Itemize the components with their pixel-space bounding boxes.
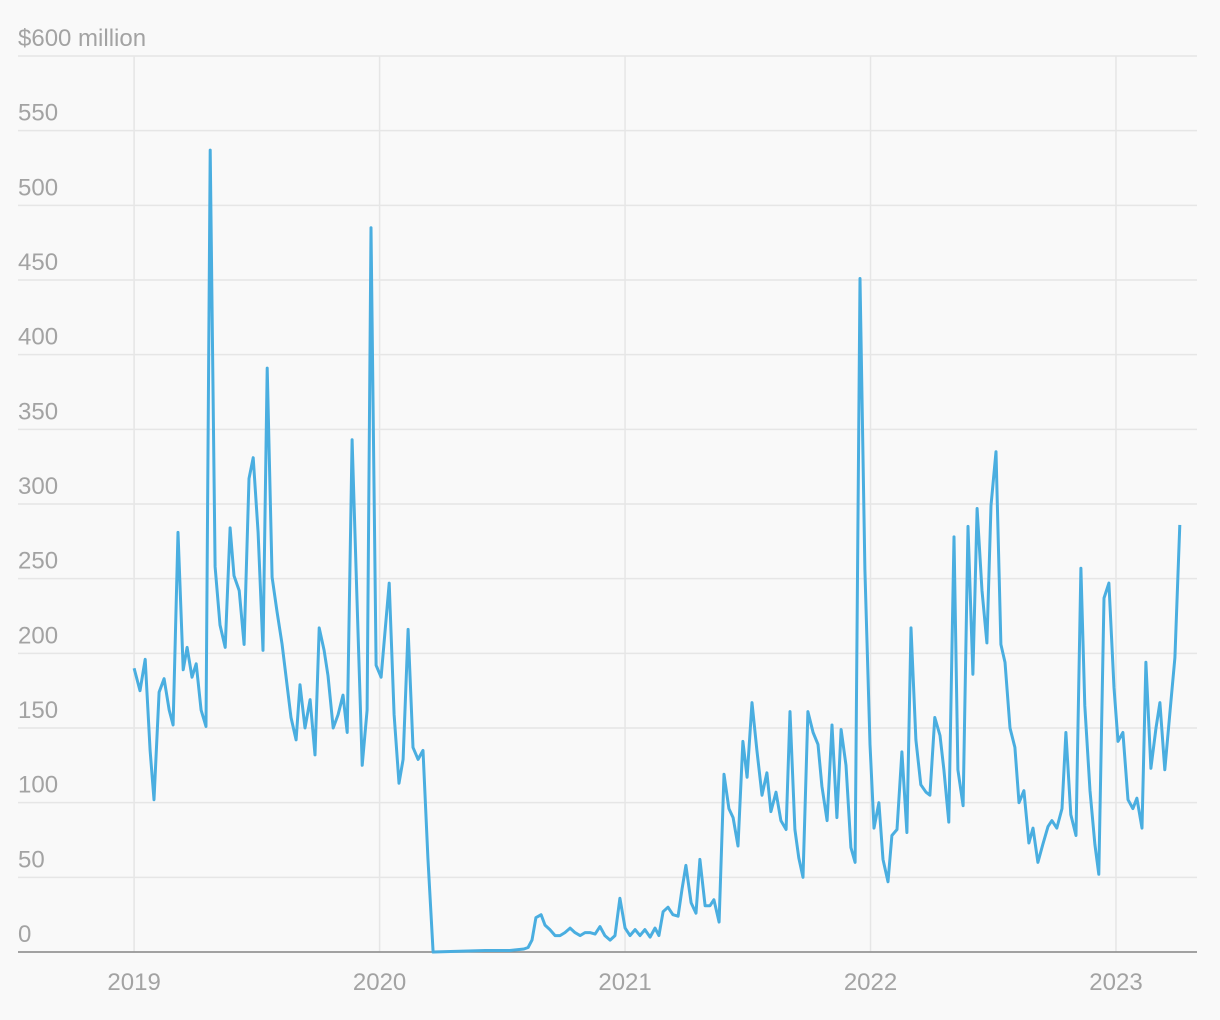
y-tick-label: $600 million xyxy=(18,25,146,52)
y-tick-label: 450 xyxy=(18,249,58,276)
data-line xyxy=(132,148,1182,954)
x-tick-label: 2022 xyxy=(844,969,897,996)
y-tick-label: 400 xyxy=(18,324,58,351)
y-tick-label: 300 xyxy=(18,473,58,500)
y-tick-label: 150 xyxy=(18,697,58,724)
y-tick-label: 250 xyxy=(18,548,58,575)
x-tick-label: 2023 xyxy=(1089,969,1142,996)
y-tick-label: 0 xyxy=(18,921,31,948)
y-tick-label: 500 xyxy=(18,174,58,201)
y-tick-label: 550 xyxy=(18,100,58,127)
x-tick-label: 2021 xyxy=(598,969,651,996)
y-tick-label: 100 xyxy=(18,772,58,799)
x-tick-label: 2019 xyxy=(107,969,160,996)
y-tick-label: 350 xyxy=(18,398,58,425)
x-tick-label: 2020 xyxy=(353,969,406,996)
y-tick-label: 50 xyxy=(18,846,45,873)
y-tick-label: 200 xyxy=(18,622,58,649)
